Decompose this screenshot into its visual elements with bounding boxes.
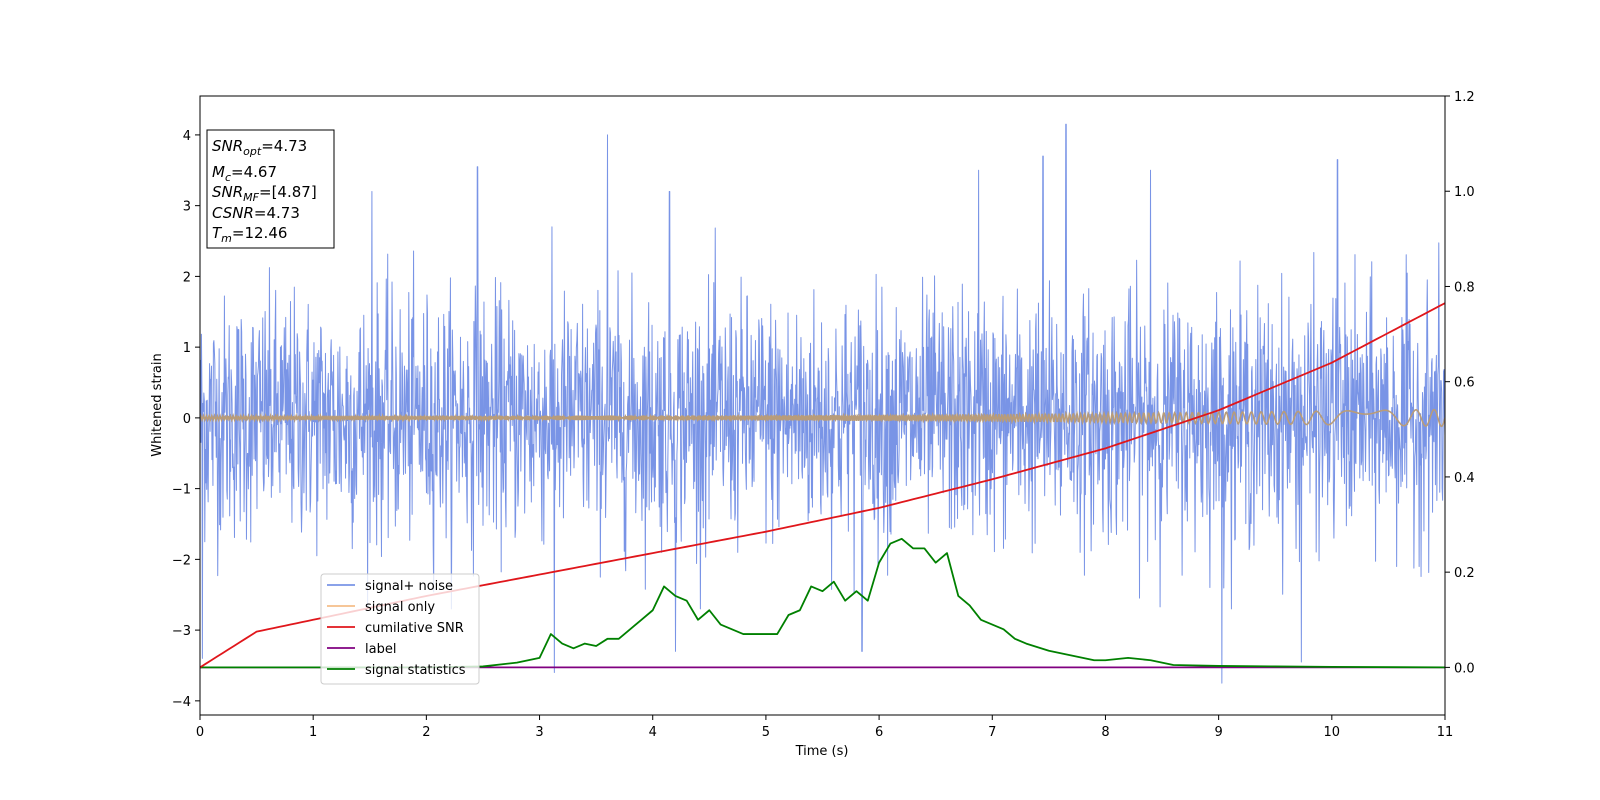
info-box-line: SNRopt=4.73 — [212, 137, 307, 158]
y-left-tick-label: 4 — [183, 129, 191, 144]
y-left-tick-label: −2 — [172, 553, 191, 568]
legend-label: signal only — [365, 600, 435, 615]
y-left-tick-label: 2 — [183, 270, 191, 285]
info-box-frame — [206, 129, 335, 249]
y-right-tick-label: 0.2 — [1454, 566, 1475, 581]
series-signal-plus-noise — [200, 123, 1445, 684]
legend-label: label — [365, 642, 396, 657]
x-tick-label: 10 — [1324, 725, 1341, 740]
legend-label: signal statistics — [365, 663, 466, 678]
legend-label: signal+ noise — [365, 579, 453, 594]
x-tick-label: 6 — [875, 725, 883, 740]
plot-frame — [199, 95, 1446, 716]
info-box-line: Mc=4.67 — [212, 163, 277, 184]
y-axis-label: Whitened strain — [150, 353, 165, 456]
y-axis-right: 0.0 0.2 0.4 0.6 0.8 1.0 1.2 — [1445, 90, 1475, 676]
x-tick-label: 8 — [1101, 725, 1109, 740]
legend-label: cumilative SNR — [365, 621, 464, 636]
x-tick-label: 7 — [988, 725, 996, 740]
y-left-tick-label: 3 — [183, 200, 191, 215]
y-right-tick-label: 0.0 — [1454, 661, 1475, 676]
x-tick-label: 4 — [649, 725, 657, 740]
y-right-tick-label: 0.6 — [1454, 376, 1475, 391]
x-tick-label: 0 — [196, 725, 204, 740]
y-right-tick-label: 1.0 — [1454, 185, 1475, 200]
y-axis-left: −4 −3 −2 −1 0 1 2 3 4 — [172, 129, 200, 710]
y-left-tick-label: −3 — [172, 624, 191, 639]
y-right-tick-label: 1.2 — [1454, 90, 1475, 105]
series-signal-statistics — [200, 537, 1445, 669]
x-tick-label: 9 — [1214, 725, 1222, 740]
legend-frame — [320, 573, 480, 685]
x-axis-label: Time (s) — [795, 744, 849, 759]
x-tick-label: 11 — [1437, 725, 1454, 740]
y-left-tick-label: −4 — [172, 695, 191, 710]
info-box-line: SNRMF=[4.87] — [212, 183, 317, 204]
y-left-tick-label: −1 — [172, 483, 191, 498]
x-tick-label: 1 — [309, 725, 317, 740]
x-tick-label: 2 — [422, 725, 430, 740]
x-tick-label: 3 — [535, 725, 543, 740]
x-tick-label: 5 — [762, 725, 770, 740]
legend: signal+ noise signal only cumilative SNR la… — [320, 573, 480, 685]
series-signal-only — [200, 408, 1445, 428]
info-box-line: CSNR=4.73 — [212, 204, 300, 222]
x-axis: 0 1 2 3 4 5 6 7 8 9 10 11 — [196, 715, 1453, 740]
info-box-line: Tm=12.46 — [212, 224, 287, 245]
y-right-tick-label: 0.8 — [1454, 280, 1475, 295]
y-left-tick-label: 1 — [183, 341, 191, 356]
y-left-tick-label: 0 — [183, 412, 191, 427]
y-right-tick-label: 0.4 — [1454, 471, 1475, 486]
